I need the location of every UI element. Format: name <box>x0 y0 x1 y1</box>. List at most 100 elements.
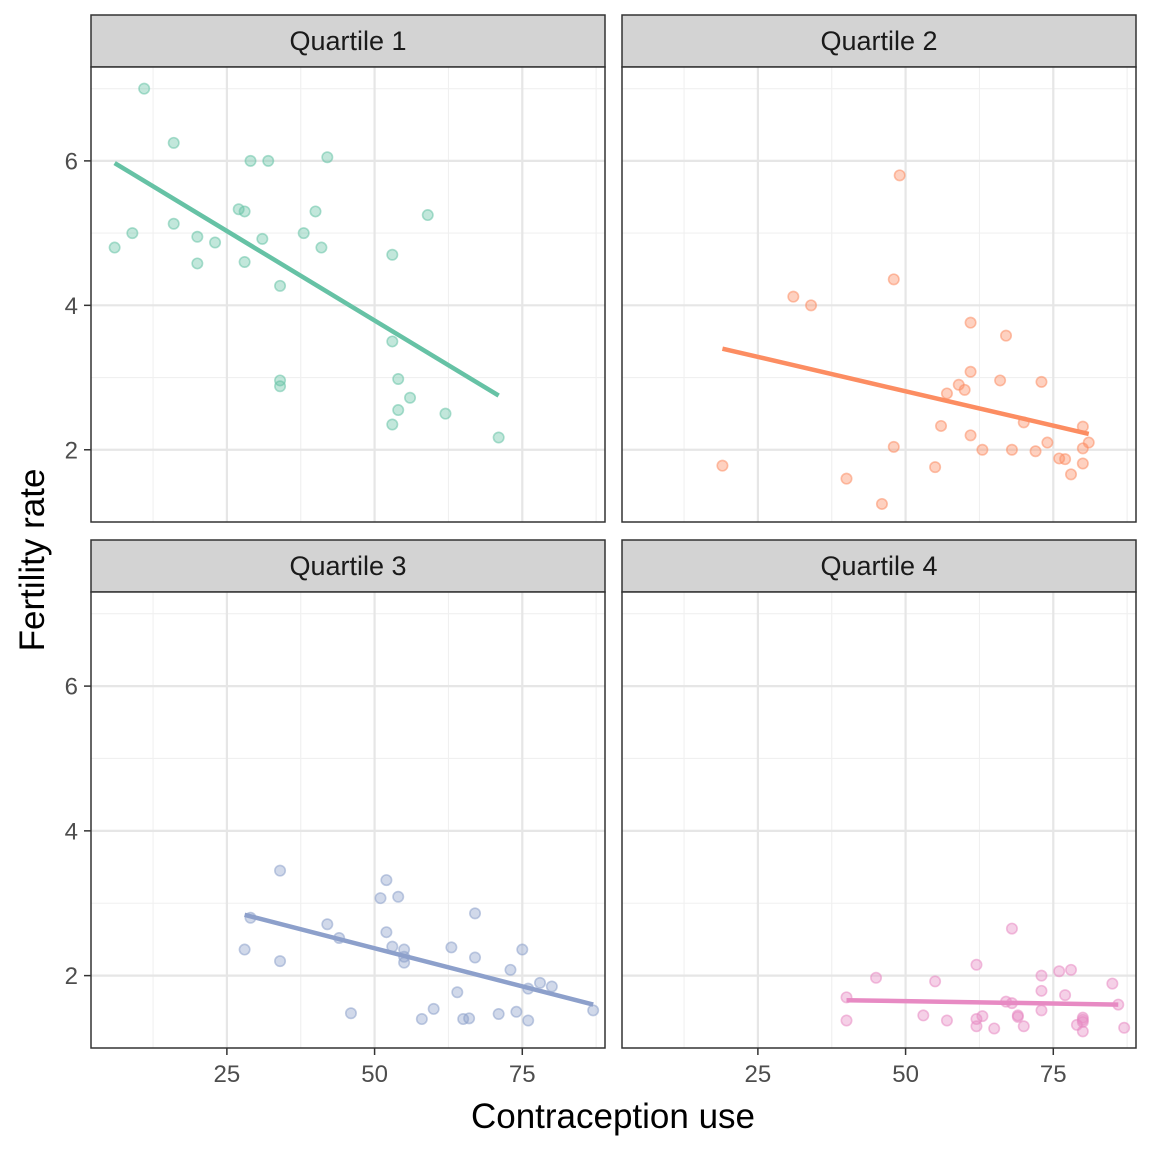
data-point <box>875 497 888 510</box>
data-point <box>380 926 393 939</box>
panel-border <box>621 591 1137 1049</box>
data-point <box>1076 457 1089 470</box>
panel-background <box>91 67 605 522</box>
panel-strip <box>90 539 606 593</box>
data-point <box>840 1014 853 1027</box>
data-point <box>716 459 729 472</box>
data-point <box>935 419 948 432</box>
data-point <box>492 1007 505 1020</box>
data-point <box>167 136 180 149</box>
data-point <box>1011 1010 1024 1023</box>
trend-line <box>721 346 1090 437</box>
data-point <box>840 472 853 485</box>
data-point <box>929 975 942 988</box>
data-point <box>321 151 334 164</box>
x-tick-label: 25 <box>745 1061 772 1088</box>
data-point <box>1082 436 1095 449</box>
data-point <box>274 955 287 968</box>
data-point <box>1076 1025 1089 1038</box>
data-point <box>1035 969 1048 982</box>
panel-quartile-4: Quartile 4 25 50 75 <box>621 539 1137 1088</box>
data-point <box>1041 436 1054 449</box>
data-point <box>274 279 287 292</box>
x-tick-label: 25 <box>214 1061 241 1088</box>
panel-title: Quartile 2 <box>820 26 937 56</box>
panel-border <box>90 591 606 1049</box>
data-point <box>463 1012 476 1025</box>
data-point <box>469 951 482 964</box>
data-point <box>238 255 251 268</box>
data-point <box>1035 984 1048 997</box>
panel-background <box>622 592 1136 1048</box>
panel-strip <box>621 539 1137 593</box>
panel-background <box>91 592 605 1048</box>
y-tick-label: 2 <box>65 963 78 990</box>
data-point <box>1053 965 1066 978</box>
y-tick-label: 6 <box>65 674 78 701</box>
data-point <box>970 1020 983 1033</box>
data-point <box>887 273 900 286</box>
x-tick-label: 50 <box>892 1061 919 1088</box>
data-point <box>1106 977 1119 990</box>
data-point <box>545 980 558 993</box>
data-point <box>893 169 906 182</box>
data-point <box>1029 445 1042 458</box>
y-tick-label: 2 <box>65 437 78 464</box>
data-point <box>191 257 204 270</box>
data-point <box>1076 1011 1089 1024</box>
data-point <box>274 864 287 877</box>
y-axis-title: Fertility rate <box>13 469 52 652</box>
data-point <box>1059 989 1072 1002</box>
data-point <box>209 236 222 249</box>
data-point <box>805 299 818 312</box>
data-point <box>404 391 417 404</box>
data-point <box>976 443 989 456</box>
data-point <box>1118 1021 1131 1034</box>
data-point <box>940 1014 953 1027</box>
data-point <box>1035 1004 1048 1017</box>
panel-quartile-3: Quartile 3 2 4 6 25 50 75 <box>65 539 606 1088</box>
data-point <box>386 248 399 261</box>
x-tick-label: 50 <box>361 1061 388 1088</box>
data-point <box>510 1005 523 1018</box>
data-point <box>427 1002 440 1015</box>
data-point <box>126 227 139 240</box>
data-point <box>244 154 257 167</box>
data-point <box>256 232 269 245</box>
panel-title: Quartile 1 <box>289 26 406 56</box>
panel-title: Quartile 4 <box>820 551 937 581</box>
data-point <box>309 205 322 218</box>
data-point <box>297 227 310 240</box>
data-point <box>1035 375 1048 388</box>
data-point <box>421 209 434 222</box>
panel-quartile-1: Quartile 1 2 4 6 <box>65 14 606 523</box>
panel-strip <box>90 14 606 68</box>
data-point <box>970 958 983 971</box>
y-tick-label: 4 <box>65 818 78 845</box>
data-point <box>392 372 405 385</box>
data-point <box>191 230 204 243</box>
data-point <box>887 440 900 453</box>
data-point <box>1005 922 1018 935</box>
data-point <box>138 82 151 95</box>
data-point <box>108 241 121 254</box>
data-point <box>238 205 251 218</box>
data-point <box>451 986 464 999</box>
data-point <box>274 380 287 393</box>
data-point <box>958 383 971 396</box>
data-point <box>386 418 399 431</box>
panel-border <box>621 66 1137 523</box>
data-point <box>1059 453 1072 466</box>
y-tick-label: 4 <box>65 293 78 320</box>
panel-quartile-2: Quartile 2 <box>621 14 1137 523</box>
data-point <box>344 1007 357 1020</box>
data-point <box>315 241 328 254</box>
data-point <box>870 971 883 984</box>
x-tick-label: 75 <box>1040 1061 1067 1088</box>
trend-line <box>846 997 1119 1007</box>
data-point <box>929 461 942 474</box>
data-point <box>964 429 977 442</box>
data-point <box>392 404 405 417</box>
data-point <box>167 217 180 230</box>
